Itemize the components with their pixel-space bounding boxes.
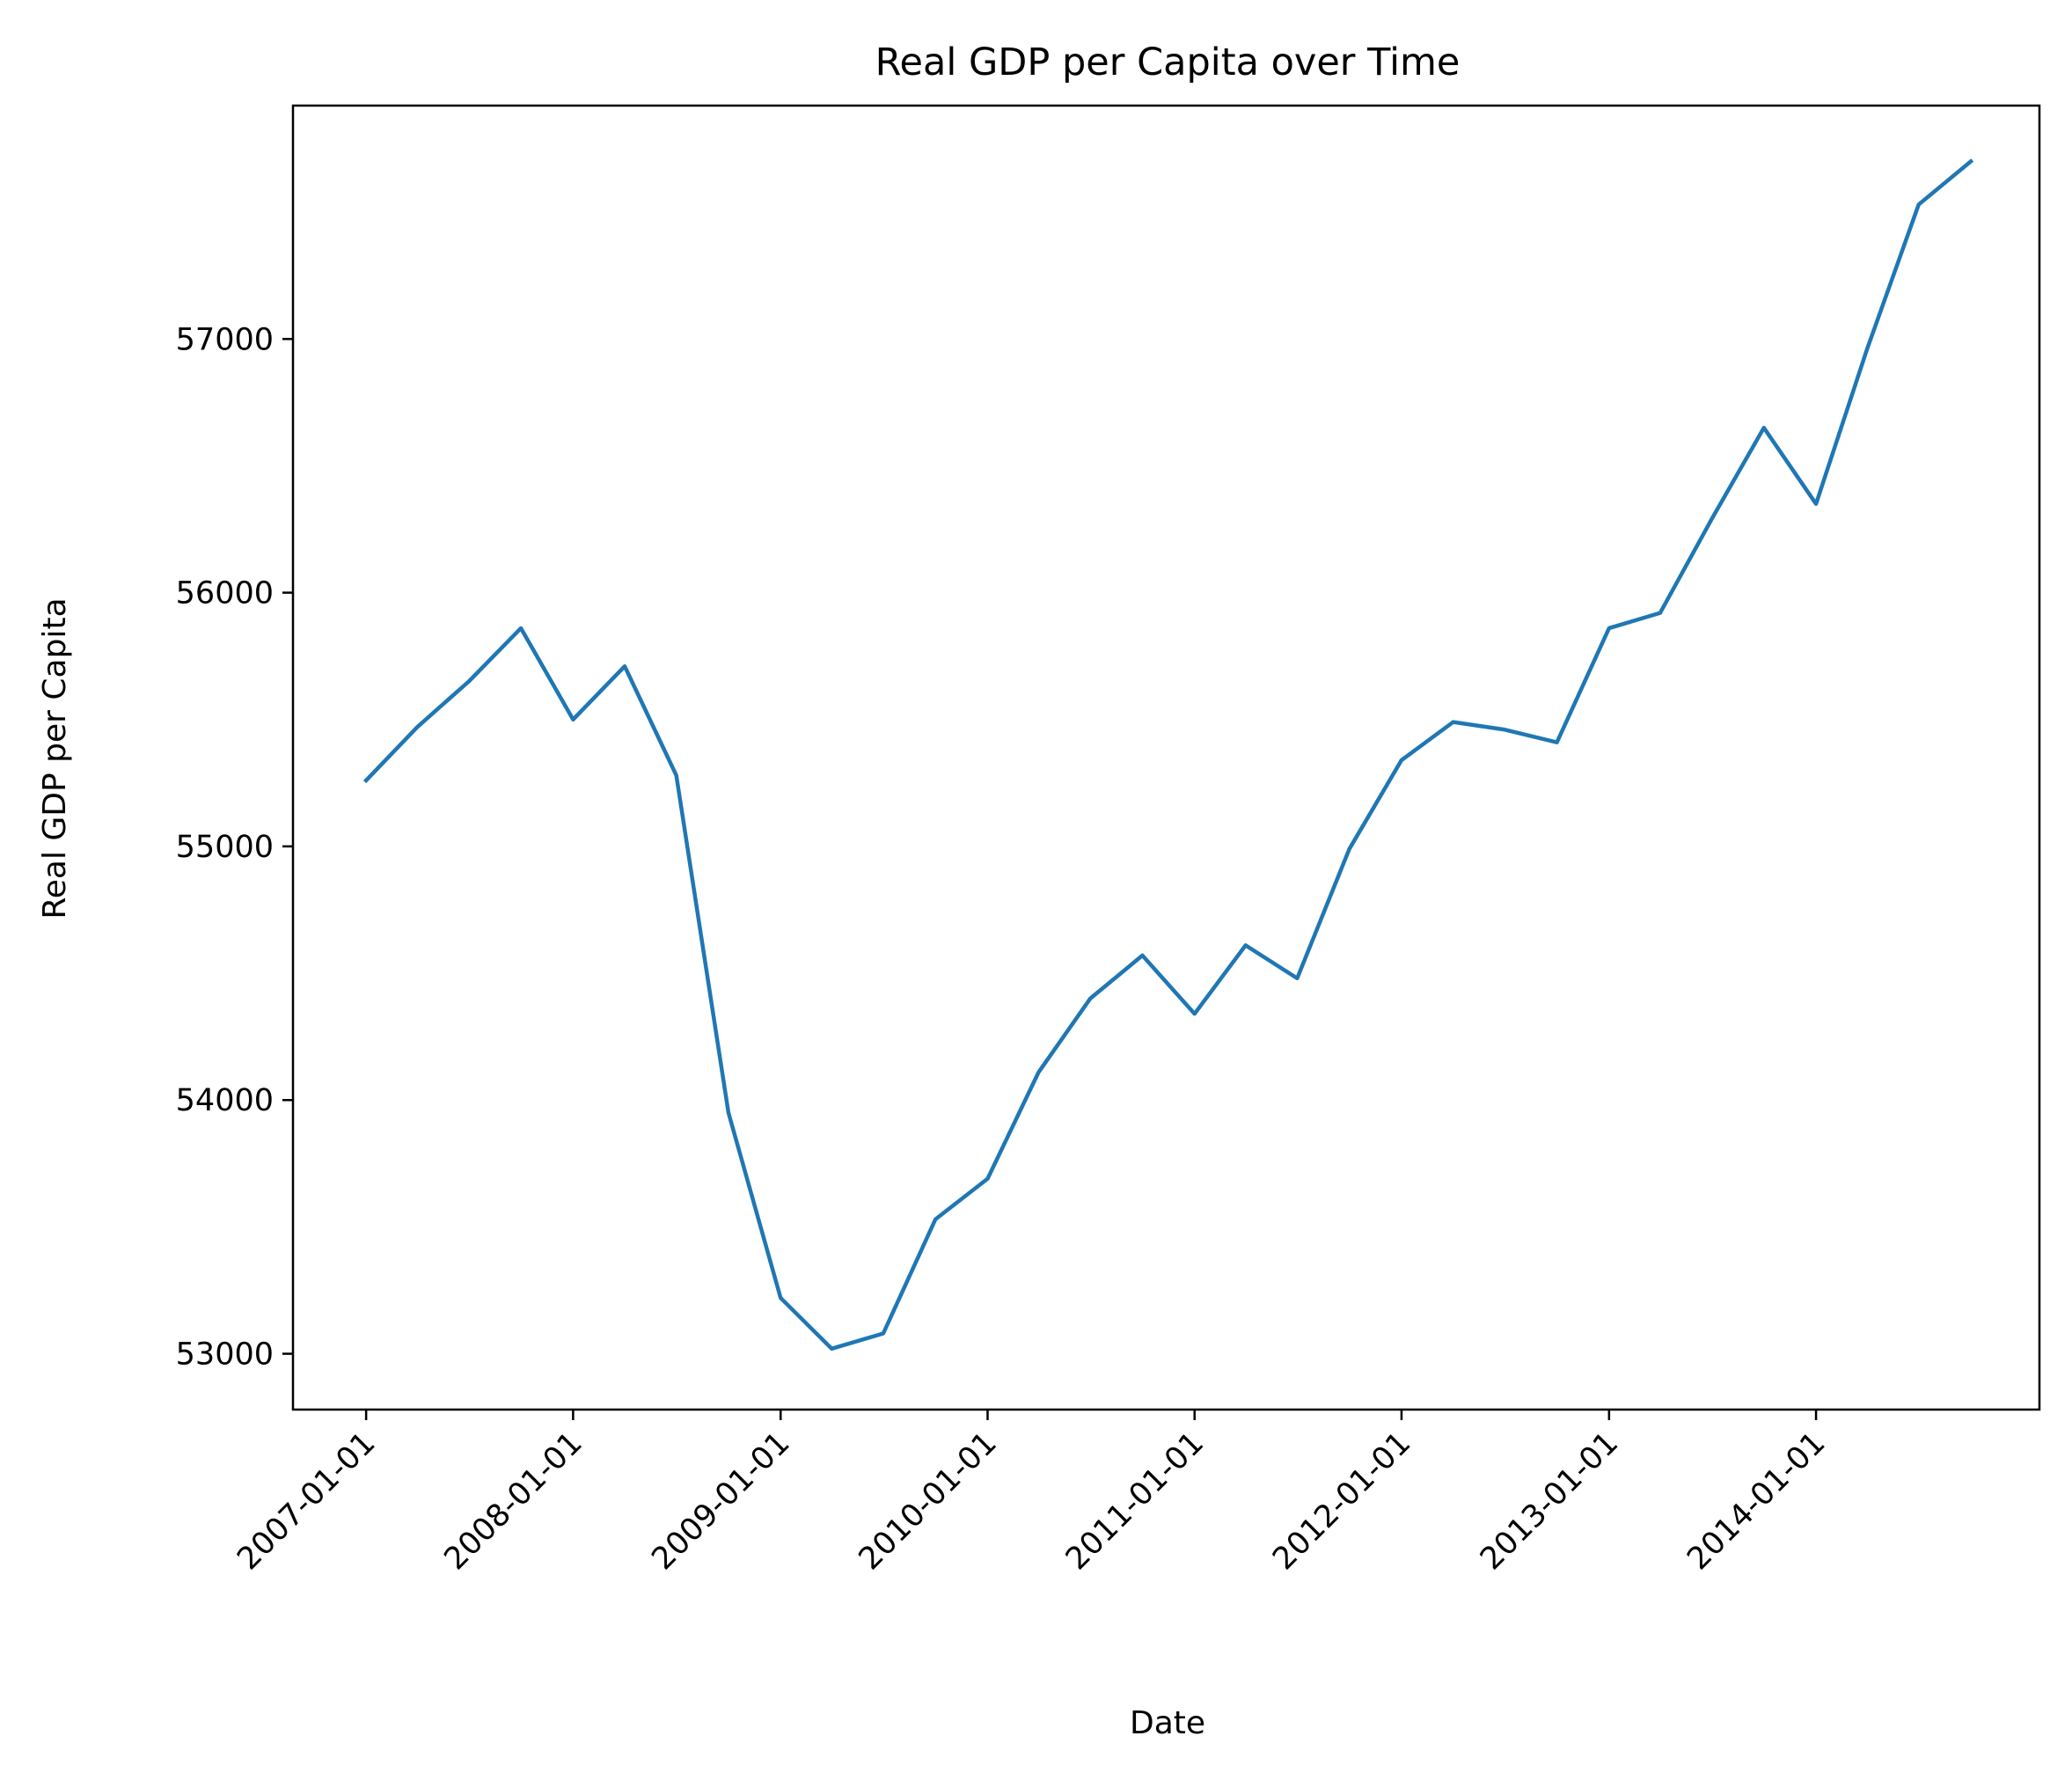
y-axis-title: Real GDP per Capita <box>37 597 73 919</box>
x-tick-label: 2013-01-01 <box>1474 1425 1625 1577</box>
chart-title: Real GDP per Capita over Time <box>875 40 1461 84</box>
plot-frame <box>291 104 2041 1411</box>
x-tick-label: 2014-01-01 <box>1680 1425 1832 1577</box>
x-tick-label: 2007-01-01 <box>231 1425 382 1577</box>
x-tick-label: 2012-01-01 <box>1266 1425 1417 1577</box>
series-line <box>362 158 1974 1351</box>
y-tick-label: 55000 <box>176 830 274 865</box>
y-tick-label: 57000 <box>176 322 274 357</box>
x-tick-label: 2008-01-01 <box>438 1425 589 1577</box>
x-tick-label: 2009-01-01 <box>645 1425 796 1577</box>
x-axis: 2007-01-01 2008-01-01 2009-01-01 2010-01-01… <box>231 1410 1832 1577</box>
x-tick-label: 2010-01-01 <box>853 1425 1004 1577</box>
y-tick-label: 54000 <box>176 1083 274 1118</box>
x-axis-title: Date <box>1130 1705 1205 1741</box>
x-tick-label: 2011-01-01 <box>1059 1425 1211 1577</box>
plot-area <box>362 158 1974 1351</box>
y-tick-label: 56000 <box>176 576 274 612</box>
y-axis: 53000 54000 55000 56000 57000 <box>176 322 293 1373</box>
y-tick-label: 53000 <box>176 1337 274 1373</box>
